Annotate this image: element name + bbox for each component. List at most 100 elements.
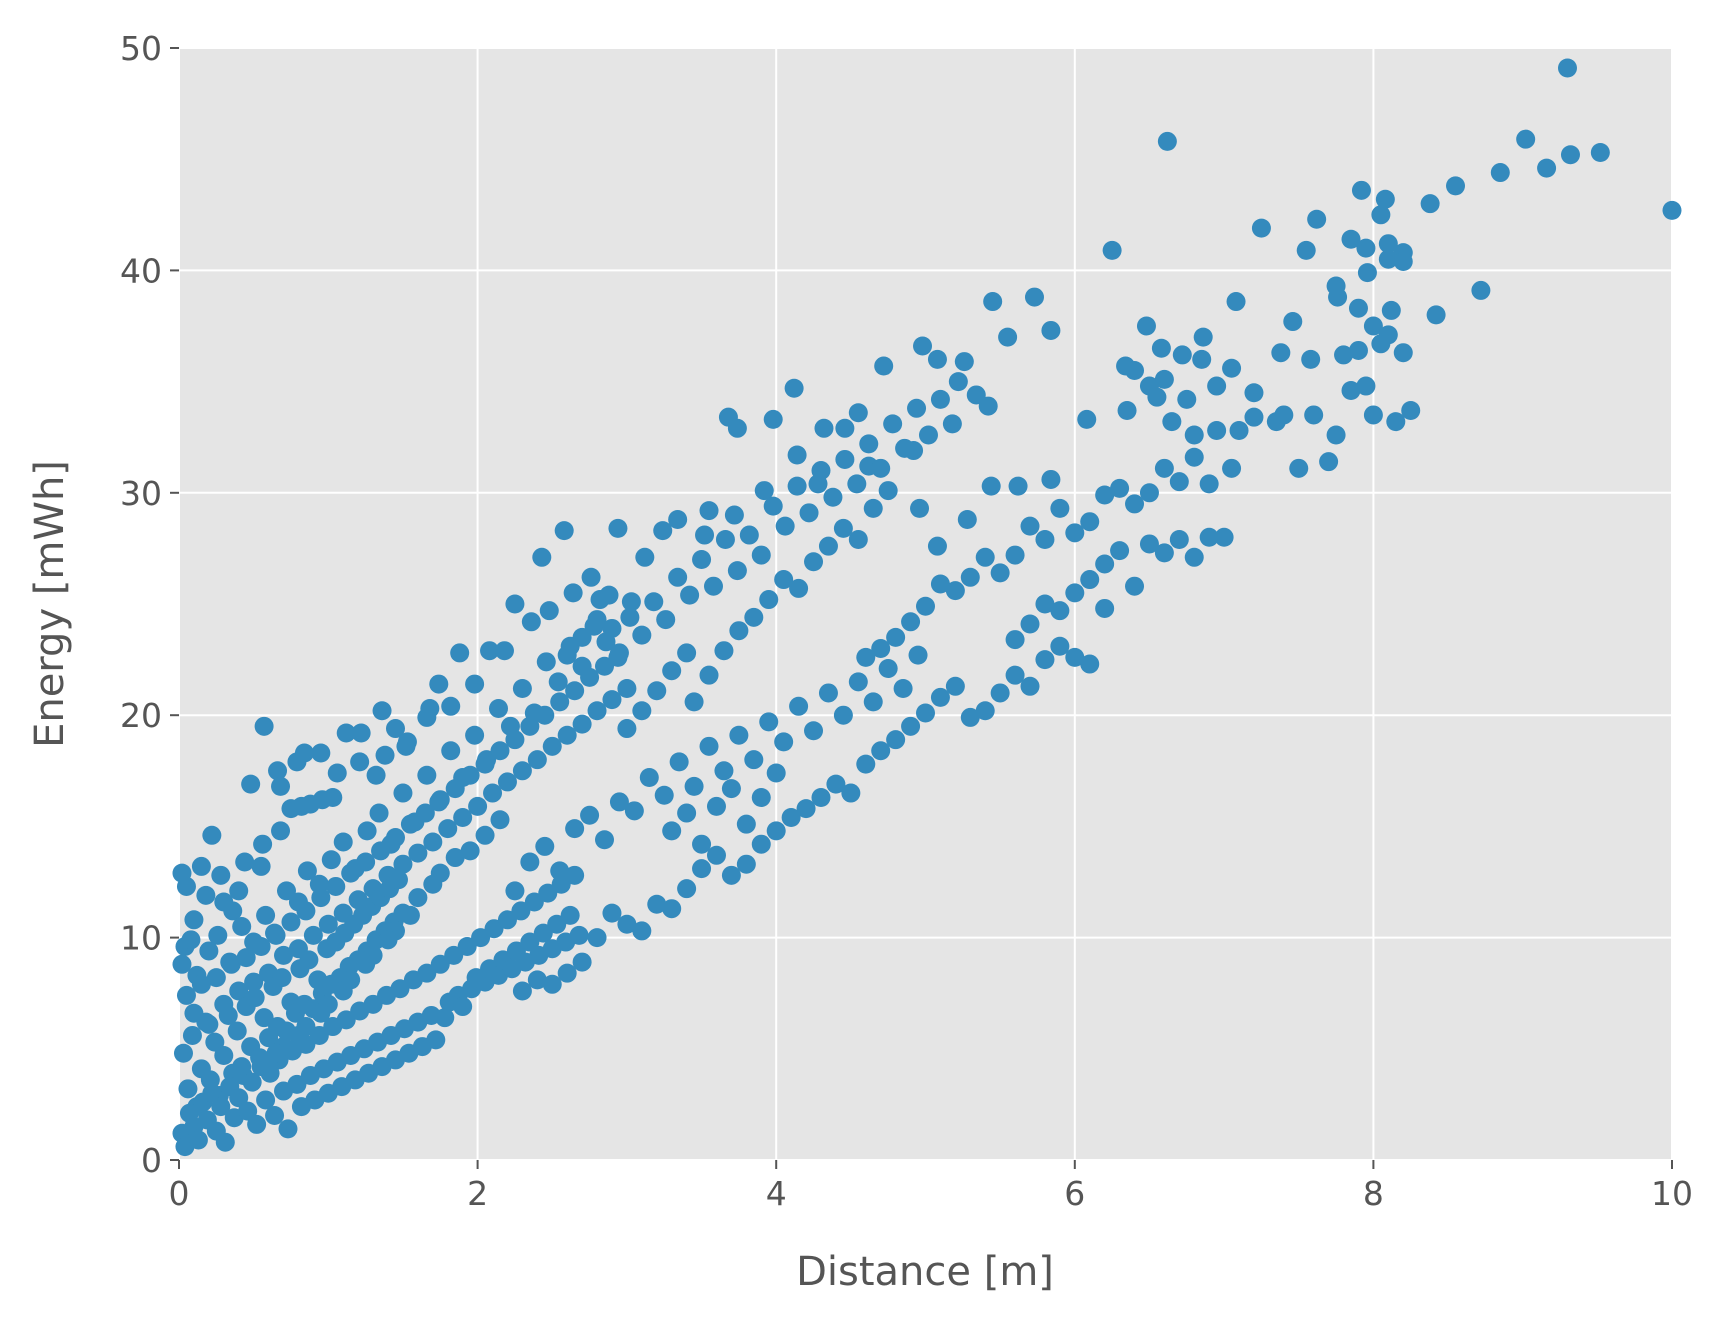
data-point xyxy=(242,1072,262,1092)
y-tick-label: 50 xyxy=(120,29,162,68)
data-point xyxy=(789,696,809,716)
x-tick-label: 0 xyxy=(169,1174,190,1213)
data-point xyxy=(1110,478,1130,498)
data-point xyxy=(706,845,726,865)
data-point xyxy=(253,834,273,854)
data-point xyxy=(572,714,592,734)
data-point xyxy=(557,725,577,745)
data-point xyxy=(1274,405,1294,425)
data-point xyxy=(333,832,353,852)
data-point xyxy=(311,888,331,908)
x-tick-label: 8 xyxy=(1363,1174,1384,1213)
data-point xyxy=(662,899,682,919)
data-point xyxy=(294,743,314,763)
data-point xyxy=(245,988,265,1008)
data-point xyxy=(930,574,950,594)
data-point xyxy=(727,561,747,581)
data-point xyxy=(759,712,779,732)
data-point xyxy=(311,1003,331,1023)
data-point xyxy=(318,914,338,934)
data-point xyxy=(385,828,405,848)
data-points xyxy=(172,58,1682,1157)
data-point xyxy=(874,356,894,376)
data-point xyxy=(214,892,234,912)
data-point xyxy=(789,578,809,598)
data-point xyxy=(1080,654,1100,674)
data-point xyxy=(587,928,607,948)
data-point xyxy=(560,905,580,925)
data-point xyxy=(256,1090,276,1110)
data-point xyxy=(1381,300,1401,320)
data-point xyxy=(512,679,532,699)
data-point xyxy=(617,914,637,934)
data-point xyxy=(695,525,715,545)
data-point xyxy=(453,997,473,1017)
data-point xyxy=(654,785,674,805)
data-point xyxy=(736,814,756,834)
data-point xyxy=(1184,547,1204,567)
data-point xyxy=(333,981,353,1001)
data-point xyxy=(978,396,998,416)
data-point xyxy=(677,803,697,823)
data-point xyxy=(662,661,682,681)
data-point xyxy=(426,1030,446,1050)
data-point xyxy=(833,705,853,725)
data-point xyxy=(913,336,933,356)
y-tick-label: 30 xyxy=(120,474,162,513)
data-point xyxy=(954,352,974,372)
data-point xyxy=(1095,554,1115,574)
data-point xyxy=(1214,527,1234,547)
data-point xyxy=(444,945,464,965)
data-point xyxy=(804,721,824,741)
data-point xyxy=(818,536,838,556)
data-point xyxy=(1199,527,1219,547)
data-point xyxy=(1490,163,1510,183)
data-point xyxy=(520,852,540,872)
data-point xyxy=(460,841,480,861)
data-point xyxy=(1378,325,1398,345)
data-point xyxy=(408,843,428,863)
data-point xyxy=(417,963,437,983)
data-point xyxy=(1307,209,1327,229)
y-axis-title: Energy [mWh] xyxy=(27,460,73,748)
data-point xyxy=(927,349,947,369)
data-point xyxy=(429,674,449,694)
data-point xyxy=(238,1101,258,1121)
data-point xyxy=(617,719,637,739)
data-point xyxy=(512,761,532,781)
data-point xyxy=(1050,636,1070,656)
data-point xyxy=(281,912,301,932)
data-point xyxy=(214,1045,234,1065)
data-point xyxy=(580,667,600,687)
data-point xyxy=(587,610,607,630)
data-point xyxy=(532,547,552,567)
data-point xyxy=(191,856,211,876)
data-point xyxy=(910,498,930,518)
data-point xyxy=(684,692,704,712)
data-point xyxy=(918,425,938,445)
data-point xyxy=(369,803,389,823)
data-point xyxy=(848,403,868,423)
data-point xyxy=(278,1119,298,1139)
data-point xyxy=(886,730,906,750)
data-point xyxy=(533,923,553,943)
data-point xyxy=(580,805,600,825)
data-point xyxy=(774,732,794,752)
data-point xyxy=(309,1025,329,1045)
data-point xyxy=(184,910,204,930)
data-point xyxy=(299,950,319,970)
data-point xyxy=(297,861,317,881)
data-point xyxy=(602,618,622,638)
data-point xyxy=(1251,218,1271,238)
data-point xyxy=(351,723,371,743)
data-point xyxy=(254,716,274,736)
data-point xyxy=(1371,205,1391,225)
data-point xyxy=(1244,383,1264,403)
data-point xyxy=(489,699,509,719)
data-point xyxy=(480,641,500,661)
data-point xyxy=(287,1074,307,1094)
data-point xyxy=(942,414,962,434)
data-point xyxy=(232,916,252,936)
data-point xyxy=(1035,530,1055,550)
data-point xyxy=(644,592,664,612)
